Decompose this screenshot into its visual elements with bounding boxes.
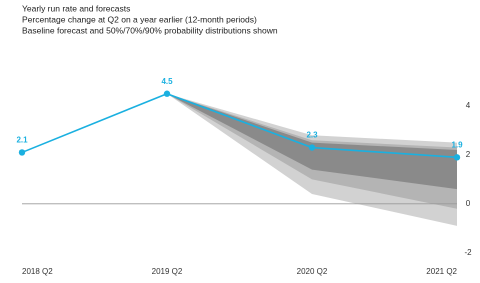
chart-note: Baseline forecast and 50%/70%/90% probab…	[22, 25, 278, 35]
baseline-line	[21, 92, 458, 159]
chart-title: Yearly run rate and forecasts	[22, 3, 130, 13]
data-label: 2.3	[306, 131, 318, 140]
point	[18, 149, 26, 156]
x-tick-label: 2021 Q2	[426, 267, 457, 276]
x-tick-label: 2019 Q2	[152, 267, 183, 276]
x-tick-label: 2020 Q2	[297, 267, 328, 276]
point	[163, 90, 171, 97]
data-label: 4.5	[161, 77, 173, 86]
data-label: 2.1	[16, 136, 28, 145]
x-tick-label: 2018 Q2	[22, 267, 53, 276]
point	[308, 144, 316, 151]
chart-subtitle: Percentage change at Q2 on a year earlie…	[22, 14, 257, 24]
y-tick-label: -2	[464, 248, 472, 257]
point	[453, 154, 461, 161]
y-tick-label: 4	[466, 101, 471, 110]
data-label: 1.9	[451, 140, 463, 149]
y-tick-label: 2	[466, 150, 471, 159]
probability-band	[167, 93, 457, 190]
y-tick-label: 0	[466, 199, 471, 208]
